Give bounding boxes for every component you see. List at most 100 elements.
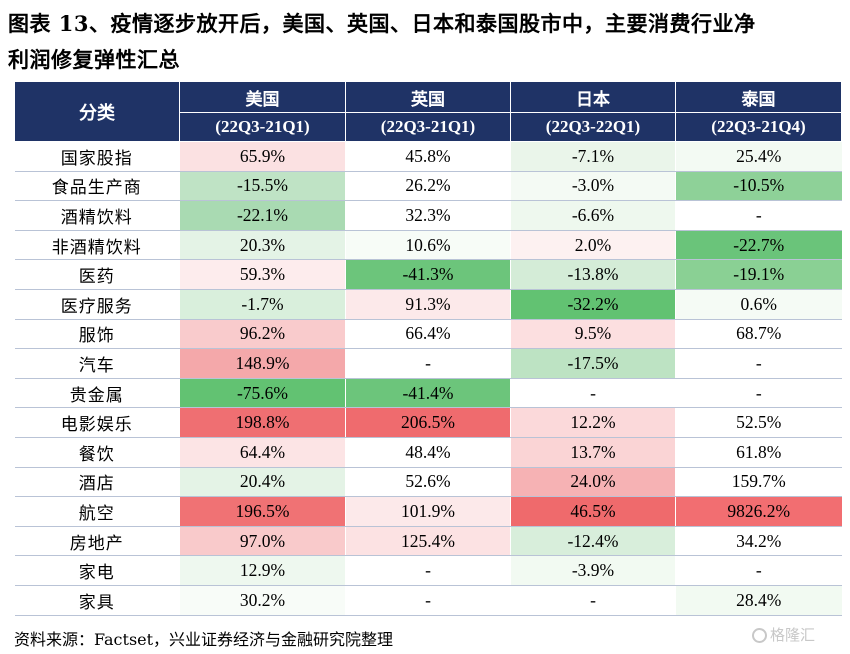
value-cell: 68.7%: [675, 319, 842, 350]
value-cell: 12.9%: [179, 555, 346, 586]
value-cell: -: [675, 200, 842, 231]
value-cell: 125.4%: [345, 526, 511, 557]
figure-title: 图表 13、疫情逐步放开后，美国、英国、日本和泰国股市中，主要消费行业净 利润修…: [8, 6, 848, 78]
header-period-uk: (22Q3-21Q1): [345, 112, 511, 142]
table-row: 食品生产商 -15.5% 26.2% -3.0% -10.5%: [14, 171, 842, 202]
value-cell: 2.0%: [510, 230, 676, 261]
value-cell: -: [510, 585, 676, 616]
header-period-japan: (22Q3-22Q1): [510, 112, 676, 142]
value-cell: -6.6%: [510, 200, 676, 231]
table-row: 贵金属 -75.6% -41.4% - -: [14, 378, 842, 409]
table-row: 服饰 96.2% 66.4% 9.5% 68.7%: [14, 319, 842, 350]
value-cell: 148.9%: [179, 348, 346, 379]
table-row: 医疗服务 -1.7% 91.3% -32.2% 0.6%: [14, 289, 842, 320]
header-country-uk: 英国: [345, 81, 511, 113]
value-cell: 20.4%: [179, 467, 346, 498]
row-category: 酒店: [14, 467, 180, 498]
value-cell: 9.5%: [510, 319, 676, 350]
table-row: 房地产 97.0% 125.4% -12.4% 34.2%: [14, 526, 842, 557]
row-category: 汽车: [14, 348, 180, 379]
value-cell: -12.4%: [510, 526, 676, 557]
table-row: 餐饮 64.4% 48.4% 13.7% 61.8%: [14, 437, 842, 468]
table-row: 汽车 148.9% - -17.5% -: [14, 348, 842, 379]
row-category: 家电: [14, 555, 180, 586]
value-cell: 26.2%: [345, 171, 511, 202]
value-cell: 28.4%: [675, 585, 842, 616]
value-cell: 97.0%: [179, 526, 346, 557]
table-row: 航空 196.5% 101.9% 46.5% 9826.2%: [14, 496, 842, 527]
value-cell: -41.4%: [345, 378, 511, 409]
value-cell: -: [345, 555, 511, 586]
value-cell: 66.4%: [345, 319, 511, 350]
row-category: 房地产: [14, 526, 180, 557]
value-cell: 91.3%: [345, 289, 511, 320]
value-cell: 24.0%: [510, 467, 676, 498]
value-cell: -: [345, 585, 511, 616]
value-cell: -22.1%: [179, 200, 346, 231]
watermark-text: 格隆汇: [770, 626, 816, 644]
value-cell: -22.7%: [675, 230, 842, 261]
row-category: 医疗服务: [14, 289, 180, 320]
row-category: 贵金属: [14, 378, 180, 409]
value-cell: 0.6%: [675, 289, 842, 320]
value-cell: -: [675, 378, 842, 409]
value-cell: -7.1%: [510, 141, 676, 172]
header-country-us: 美国: [179, 81, 346, 113]
value-cell: -: [675, 348, 842, 379]
row-category: 食品生产商: [14, 171, 180, 202]
value-cell: 20.3%: [179, 230, 346, 261]
table-row: 酒精饮料 -22.1% 32.3% -6.6% -: [14, 200, 842, 231]
table-row: 非酒精饮料 20.3% 10.6% 2.0% -22.7%: [14, 230, 842, 261]
value-cell: 61.8%: [675, 437, 842, 468]
value-cell: -32.2%: [510, 289, 676, 320]
value-cell: -10.5%: [675, 171, 842, 202]
row-category: 餐饮: [14, 437, 180, 468]
value-cell: -17.5%: [510, 348, 676, 379]
row-category: 非酒精饮料: [14, 230, 180, 261]
value-cell: -: [675, 555, 842, 586]
table-row: 医药 59.3% -41.3% -13.8% -19.1%: [14, 259, 842, 290]
value-cell: -13.8%: [510, 259, 676, 290]
value-cell: 198.8%: [179, 407, 346, 438]
value-cell: -41.3%: [345, 259, 511, 290]
title-line-1: 图表 13、疫情逐步放开后，美国、英国、日本和泰国股市中，主要消费行业净: [8, 11, 756, 36]
value-cell: 101.9%: [345, 496, 511, 527]
value-cell: 159.7%: [675, 467, 842, 498]
value-cell: 196.5%: [179, 496, 346, 527]
value-cell: 45.8%: [345, 141, 511, 172]
value-cell: 206.5%: [345, 407, 511, 438]
row-category: 家具: [14, 585, 180, 616]
table-row: 家电 12.9% - -3.9% -: [14, 555, 842, 586]
header-period-thailand: (22Q3-21Q4): [675, 112, 842, 142]
row-category: 医药: [14, 259, 180, 290]
value-cell: 52.6%: [345, 467, 511, 498]
value-cell: -75.6%: [179, 378, 346, 409]
value-cell: 48.4%: [345, 437, 511, 468]
value-cell: 30.2%: [179, 585, 346, 616]
row-category: 国家股指: [14, 141, 180, 172]
value-cell: 13.7%: [510, 437, 676, 468]
value-cell: 34.2%: [675, 526, 842, 557]
value-cell: 96.2%: [179, 319, 346, 350]
title-line-2: 利润修复弹性汇总: [8, 47, 180, 72]
value-cell: 25.4%: [675, 141, 842, 172]
value-cell: 65.9%: [179, 141, 346, 172]
header-country-thailand: 泰国: [675, 81, 842, 113]
value-cell: -3.0%: [510, 171, 676, 202]
watermark: 格隆汇: [752, 624, 815, 645]
table-row: 家具 30.2% - -28.4%: [14, 585, 842, 616]
value-cell: -19.1%: [675, 259, 842, 290]
source-note: 资料来源：Factset，兴业证券经济与金融研究院整理: [14, 630, 394, 649]
value-cell: 59.3%: [179, 259, 346, 290]
profit-recovery-table: 分类 美国 英国 日本 泰国 (22Q3-21Q1) (22Q3-21Q1) (…: [14, 81, 842, 616]
row-category: 航空: [14, 496, 180, 527]
table-row: 电影娱乐 198.8% 206.5% 12.2% 52.5%: [14, 407, 842, 438]
table-row: 国家股指 65.9% 45.8% -7.1% 25.4%: [14, 141, 842, 172]
row-category: 电影娱乐: [14, 407, 180, 438]
value-cell: -15.5%: [179, 171, 346, 202]
value-cell: 64.4%: [179, 437, 346, 468]
value-cell: 9826.2%: [675, 496, 842, 527]
header-country-japan: 日本: [510, 81, 676, 113]
value-cell: 10.6%: [345, 230, 511, 261]
value-cell: 32.3%: [345, 200, 511, 231]
